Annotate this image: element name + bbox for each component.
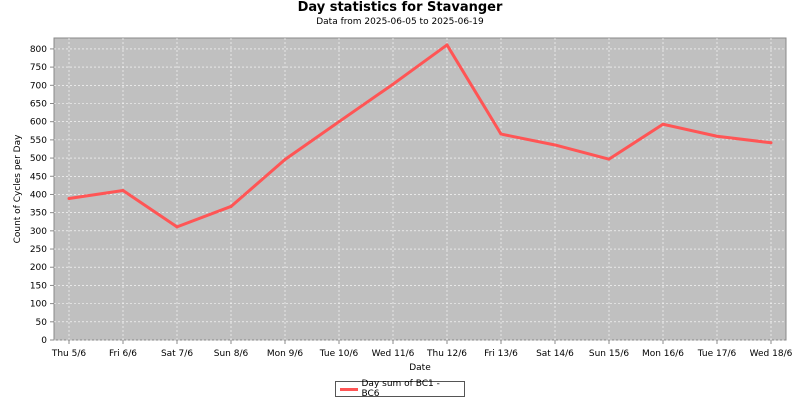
x-tick-label: Sun 8/6 xyxy=(214,349,249,359)
data-point xyxy=(121,188,125,192)
x-tick-label: Thu 5/6 xyxy=(51,349,87,359)
y-tick-label: 250 xyxy=(30,245,47,255)
y-tick-label: 700 xyxy=(30,81,47,91)
x-tick-label: Wed 18/6 xyxy=(750,349,793,359)
y-tick-label: 200 xyxy=(30,263,47,273)
data-point xyxy=(229,204,233,208)
legend: Day sum of BC1 - BC6 xyxy=(335,379,465,399)
data-point xyxy=(175,225,179,229)
x-tick-label: Wed 11/6 xyxy=(372,349,415,359)
y-tick-label: 350 xyxy=(30,209,47,219)
y-tick-label: 150 xyxy=(30,281,47,291)
data-point xyxy=(337,120,341,124)
x-tick-label: Thu 12/6 xyxy=(426,349,467,359)
x-tick-label: Mon 9/6 xyxy=(267,349,304,359)
plot-area xyxy=(53,37,787,341)
y-axis-label: Count of Cycles per Day xyxy=(13,134,23,244)
chart-subtitle: Data from 2025-06-05 to 2025-06-19 xyxy=(316,17,484,27)
y-tick-label: 500 xyxy=(30,154,47,164)
data-point xyxy=(769,141,773,145)
x-tick-label: Sat 14/6 xyxy=(536,349,574,359)
y-tick-label: 600 xyxy=(30,118,47,128)
x-tick-label: Tue 10/6 xyxy=(319,349,359,359)
x-tick-label: Mon 16/6 xyxy=(642,349,684,359)
data-point xyxy=(553,143,557,147)
data-point xyxy=(607,157,611,161)
data-point xyxy=(661,122,665,126)
x-tick-label: Fri 6/6 xyxy=(109,349,137,359)
y-tick-label: 300 xyxy=(30,227,47,237)
data-point xyxy=(283,158,287,162)
y-tick-label: 750 xyxy=(30,63,47,73)
x-tick-label: Sat 7/6 xyxy=(161,349,193,359)
data-point xyxy=(391,82,395,86)
legend-swatch xyxy=(340,387,358,391)
y-tick-label: 550 xyxy=(30,136,47,146)
legend-label: Day sum of BC1 - BC6 xyxy=(361,379,440,399)
x-tick-label: Fri 13/6 xyxy=(484,349,518,359)
y-tick-label: 50 xyxy=(36,318,48,328)
axes: 0 50 100 150 200 250 300 350 400 450 500 550 600 650 7… xyxy=(30,45,793,359)
series-line xyxy=(68,43,772,229)
y-tick-label: 0 xyxy=(41,336,47,346)
y-tick-label: 800 xyxy=(30,45,47,55)
data-point xyxy=(499,132,503,136)
data-point xyxy=(67,196,71,200)
grid-lines xyxy=(54,38,786,341)
y-tick-label: 400 xyxy=(30,190,47,200)
series-layer xyxy=(67,43,773,229)
data-point xyxy=(715,134,719,138)
y-tick-label: 100 xyxy=(30,300,47,310)
x-tick-label: Sun 15/6 xyxy=(589,349,629,359)
x-axis-label: Date xyxy=(409,363,431,373)
data-point xyxy=(445,43,449,47)
x-tick-label: Tue 17/6 xyxy=(697,349,737,359)
chart-title: Day statistics for Stavanger xyxy=(297,0,503,15)
y-tick-label: 650 xyxy=(30,99,47,109)
y-tick-label: 450 xyxy=(30,172,47,182)
